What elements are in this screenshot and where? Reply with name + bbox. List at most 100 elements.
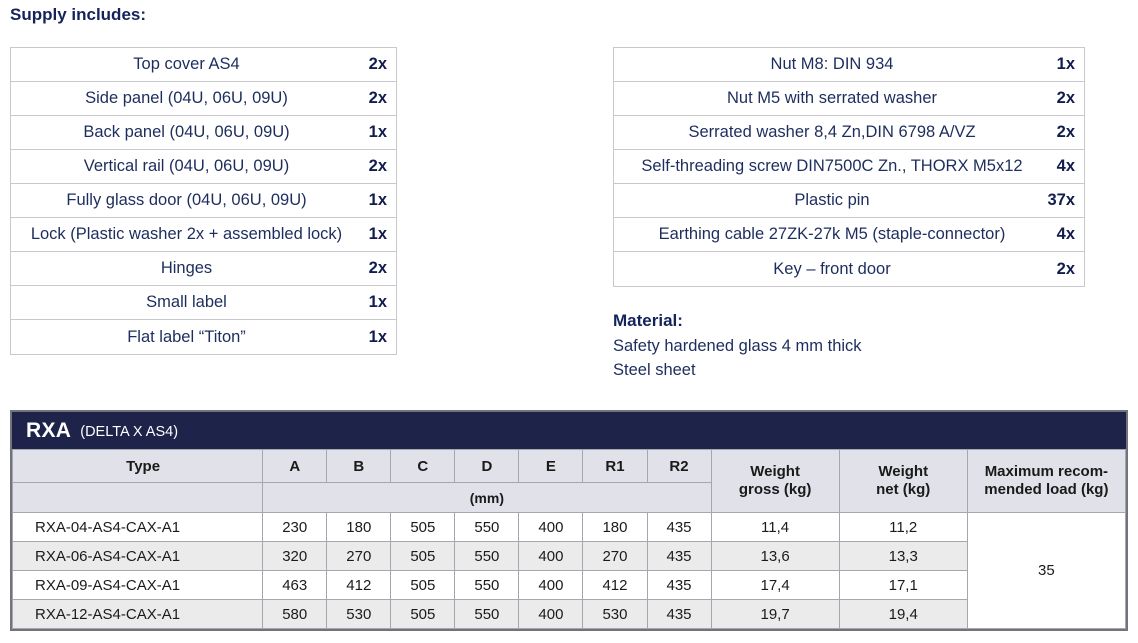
dim-e: 400 xyxy=(518,512,584,542)
supply-includes-heading: Supply includes: xyxy=(10,5,147,24)
material-heading: Material: xyxy=(613,311,683,330)
dim-a: 230 xyxy=(262,512,328,542)
series-title: RXA xyxy=(26,418,72,442)
list-item: Small label 1x xyxy=(11,286,396,320)
dim-d: 550 xyxy=(454,512,520,542)
item-label: Top cover AS4 xyxy=(133,55,240,73)
type-cell: RXA-12-AS4-CAX-A1 xyxy=(11,599,264,629)
item-label: Nut M8: DIN 934 xyxy=(770,55,894,73)
dim-r2: 435 xyxy=(646,541,712,571)
item-qty: 1x xyxy=(368,225,387,243)
dim-r2: 435 xyxy=(646,512,712,542)
dim-a: 320 xyxy=(262,541,328,571)
item-qty: 2x xyxy=(368,259,387,277)
weight-net-cell: 17,1 xyxy=(838,570,968,600)
empty-cell xyxy=(11,482,264,513)
max-load-line2: mended load (kg) xyxy=(984,481,1109,498)
table-row: RXA-06-AS4-CAX-A1 320 270 505 550 400 27… xyxy=(11,541,1126,571)
list-item: Plastic pin 37x xyxy=(614,184,1084,218)
list-item: Nut M5 with serrated washer 2x xyxy=(614,82,1084,116)
type-cell: RXA-09-AS4-CAX-A1 xyxy=(11,570,264,600)
list-item: Nut M8: DIN 934 1x xyxy=(614,48,1084,82)
list-item: Vertical rail (04U, 06U, 09U) 2x xyxy=(11,150,396,184)
col-header-type: Type xyxy=(11,449,264,483)
item-label: Back panel (04U, 06U, 09U) xyxy=(83,123,290,141)
col-header-r1: R1 xyxy=(582,449,648,483)
item-qty: 37x xyxy=(1047,191,1075,209)
item-label: Flat label “Titon” xyxy=(127,327,246,346)
dim-r1: 270 xyxy=(582,541,648,571)
list-item: Back panel (04U, 06U, 09U) 1x xyxy=(11,116,396,150)
dim-b: 180 xyxy=(326,512,392,542)
item-qty: 1x xyxy=(368,123,387,141)
item-label: Fully glass door (04U, 06U, 09U) xyxy=(66,191,307,209)
item-label: Earthing cable 27ZK-27k M5 (staple-conne… xyxy=(658,225,1006,243)
item-label: Lock (Plastic washer 2x + assembled lock… xyxy=(30,225,343,243)
supply-list-left: Top cover AS4 2x Side panel (04U, 06U, 09… xyxy=(10,47,397,355)
dim-c: 505 xyxy=(390,541,456,571)
material-line: Steel sheet xyxy=(613,361,696,379)
dim-a: 580 xyxy=(262,599,328,629)
type-cell: RXA-06-AS4-CAX-A1 xyxy=(11,541,264,571)
dim-r1: 530 xyxy=(582,599,648,629)
dim-a: 463 xyxy=(262,570,328,600)
weight-net-cell: 19,4 xyxy=(838,599,968,629)
supply-list-right: Nut M8: DIN 934 1x Nut M5 with serrated w… xyxy=(613,47,1085,287)
item-qty: 2x xyxy=(1056,123,1075,141)
dim-e: 400 xyxy=(518,599,584,629)
item-label: Self-threading screw DIN7500C Zn., THORX… xyxy=(641,157,1023,175)
list-item: Flat label “Titon” 1x xyxy=(11,320,396,354)
weight-gross-cell: 11,4 xyxy=(710,512,840,542)
dim-r1: 412 xyxy=(582,570,648,600)
item-label: Key – front door xyxy=(773,259,891,278)
item-qty: 1x xyxy=(368,293,387,311)
table-row: RXA-12-AS4-CAX-A1 580 530 505 550 400 53… xyxy=(11,599,1126,629)
col-header-weight-gross: Weight gross (kg) xyxy=(710,449,840,513)
col-header-b: B xyxy=(326,449,392,483)
dim-d: 550 xyxy=(454,570,520,600)
dim-r1: 180 xyxy=(582,512,648,542)
list-item: Key – front door 2x xyxy=(614,252,1084,286)
weight-gross-cell: 17,4 xyxy=(710,570,840,600)
weight-gross-line2: gross (kg) xyxy=(738,481,812,498)
item-label: Nut M5 with serrated washer xyxy=(727,89,937,107)
material-line: Safety hardened glass 4 mm thick xyxy=(613,337,862,355)
item-label: Hinges xyxy=(160,259,213,277)
item-qty: 1x xyxy=(368,327,387,346)
weight-net-line1: Weight xyxy=(878,463,929,480)
col-header-max-load: Maximum recom- mended load (kg) xyxy=(966,449,1127,513)
item-qty: 4x xyxy=(1056,157,1075,175)
weight-net-cell: 13,3 xyxy=(838,541,968,571)
dim-e: 400 xyxy=(518,570,584,600)
dim-d: 550 xyxy=(454,599,520,629)
dim-c: 505 xyxy=(390,599,456,629)
col-header-r2: R2 xyxy=(646,449,712,483)
item-label: Small label xyxy=(146,293,227,311)
list-item: Lock (Plastic washer 2x + assembled lock… xyxy=(11,218,396,252)
table-row: RXA-04-AS4-CAX-A1 230 180 505 550 400 18… xyxy=(11,512,1127,629)
weight-gross-line1: Weight xyxy=(750,463,800,480)
dim-b: 530 xyxy=(326,599,392,629)
dim-c: 505 xyxy=(390,570,456,600)
dim-d: 550 xyxy=(454,541,520,571)
header-row: Type A B C D E R1 R2 Weight gross (kg) W… xyxy=(11,449,1127,513)
list-item: Hinges 2x xyxy=(11,252,396,286)
list-item: Self-threading screw DIN7500C Zn., THORX… xyxy=(614,150,1084,184)
type-cell: RXA-04-AS4-CAX-A1 xyxy=(11,512,264,542)
spec-table-section: RXA (DELTA X AS4) Type A B C D E R1 R2 W… xyxy=(10,410,1128,631)
material-section: Material: Safety hardened glass 4 mm thi… xyxy=(613,311,1085,382)
dim-r2: 435 xyxy=(646,570,712,600)
spec-table: Type A B C D E R1 R2 Weight gross (kg) W… xyxy=(11,449,1127,629)
item-qty: 2x xyxy=(368,89,387,107)
max-load-line1: Maximum recom- xyxy=(984,463,1109,480)
dim-b: 270 xyxy=(326,541,392,571)
col-header-a: A xyxy=(262,449,328,483)
col-header-weight-net: Weight net (kg) xyxy=(838,449,968,513)
weight-net-line2: net (kg) xyxy=(876,481,931,498)
dim-e: 400 xyxy=(518,541,584,571)
spec-table-title-bar: RXA (DELTA X AS4) xyxy=(12,412,1126,449)
dim-r2: 435 xyxy=(646,599,712,629)
item-qty: 2x xyxy=(368,55,387,73)
col-header-c: C xyxy=(390,449,456,483)
